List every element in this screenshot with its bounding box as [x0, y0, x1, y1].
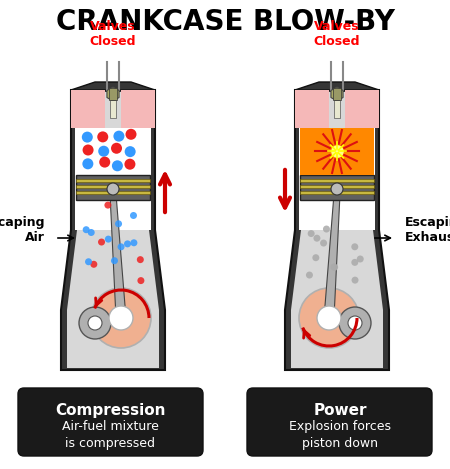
Bar [334, 100, 340, 118]
Bar [109, 88, 117, 100]
Text: Explosion forces
piston down: Explosion forces piston down [289, 420, 391, 450]
Bar [300, 185, 374, 188]
Circle shape [111, 257, 118, 264]
Circle shape [130, 212, 137, 219]
Polygon shape [121, 90, 155, 128]
Circle shape [85, 258, 92, 265]
Circle shape [320, 240, 327, 247]
Bar [76, 185, 150, 188]
Circle shape [124, 241, 131, 247]
Circle shape [351, 259, 358, 266]
Circle shape [124, 159, 135, 170]
Text: Compression: Compression [55, 403, 165, 418]
Polygon shape [110, 194, 126, 318]
Circle shape [111, 143, 122, 154]
Polygon shape [345, 90, 379, 128]
Bar [300, 179, 374, 182]
Circle shape [112, 160, 123, 171]
Circle shape [306, 272, 313, 279]
Polygon shape [291, 92, 383, 368]
Circle shape [90, 261, 97, 268]
Polygon shape [295, 82, 379, 90]
Bar [333, 88, 341, 100]
Circle shape [137, 277, 144, 284]
Polygon shape [295, 90, 329, 128]
Circle shape [91, 288, 151, 348]
FancyBboxPatch shape [18, 388, 203, 456]
Circle shape [88, 229, 94, 236]
Circle shape [105, 235, 112, 242]
Bar [300, 175, 374, 200]
Circle shape [82, 132, 93, 143]
Circle shape [308, 230, 315, 237]
Polygon shape [285, 90, 389, 370]
Circle shape [104, 202, 112, 209]
Text: Valves
Closed: Valves Closed [314, 20, 360, 48]
Circle shape [113, 131, 124, 142]
Bar [75, 128, 151, 230]
Bar [110, 100, 116, 118]
Circle shape [312, 254, 319, 261]
Circle shape [314, 234, 320, 242]
Circle shape [98, 146, 109, 157]
Circle shape [317, 306, 341, 330]
Polygon shape [67, 92, 159, 368]
Bar [300, 191, 374, 194]
Polygon shape [61, 90, 165, 370]
Bar [76, 175, 150, 200]
Text: CRANKCASE BLOW-BY: CRANKCASE BLOW-BY [55, 8, 395, 36]
Circle shape [357, 256, 364, 263]
Polygon shape [71, 82, 155, 90]
Circle shape [88, 316, 102, 330]
Circle shape [130, 239, 137, 246]
FancyBboxPatch shape [247, 388, 432, 456]
Circle shape [79, 307, 111, 339]
Text: Air-fuel mixture
is compressed: Air-fuel mixture is compressed [62, 420, 158, 450]
Circle shape [99, 157, 110, 167]
Circle shape [137, 256, 144, 263]
Circle shape [82, 144, 94, 156]
Polygon shape [71, 90, 105, 128]
Circle shape [83, 226, 90, 233]
Text: Escaping
Exhaust: Escaping Exhaust [405, 216, 450, 244]
Circle shape [323, 226, 330, 233]
Circle shape [97, 131, 108, 143]
Circle shape [299, 288, 359, 348]
Circle shape [351, 243, 358, 250]
Text: Escaping
Air: Escaping Air [0, 216, 45, 244]
Text: Valves
Closed: Valves Closed [90, 20, 136, 48]
Circle shape [125, 146, 135, 157]
Circle shape [330, 264, 338, 271]
Polygon shape [324, 194, 340, 318]
Circle shape [351, 277, 359, 284]
Circle shape [109, 306, 133, 330]
Text: Power: Power [313, 403, 367, 418]
Circle shape [331, 264, 338, 271]
Circle shape [331, 183, 343, 195]
Circle shape [82, 159, 93, 169]
Circle shape [126, 129, 136, 140]
Circle shape [98, 239, 105, 246]
Bar [76, 179, 150, 182]
Circle shape [117, 243, 125, 250]
Circle shape [107, 183, 119, 195]
Circle shape [339, 307, 371, 339]
Circle shape [348, 316, 362, 330]
Bar [300, 128, 374, 175]
Circle shape [115, 220, 122, 227]
Bar [299, 128, 375, 230]
Bar [76, 191, 150, 194]
